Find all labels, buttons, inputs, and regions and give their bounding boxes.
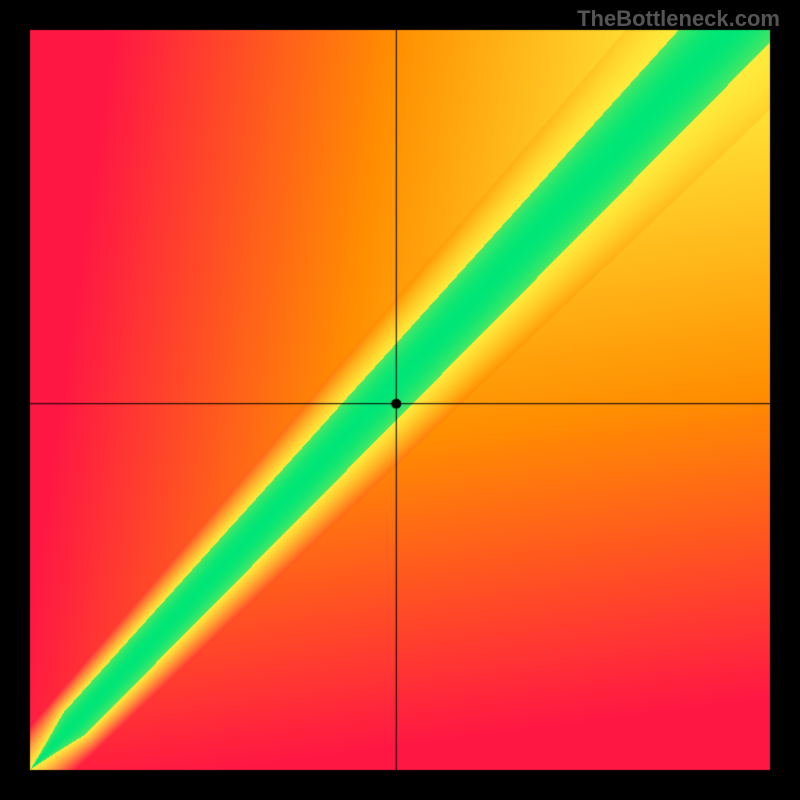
chart-container: TheBottleneck.com: [0, 0, 800, 800]
bottleneck-heatmap: [0, 0, 800, 800]
watermark-text: TheBottleneck.com: [577, 6, 780, 32]
